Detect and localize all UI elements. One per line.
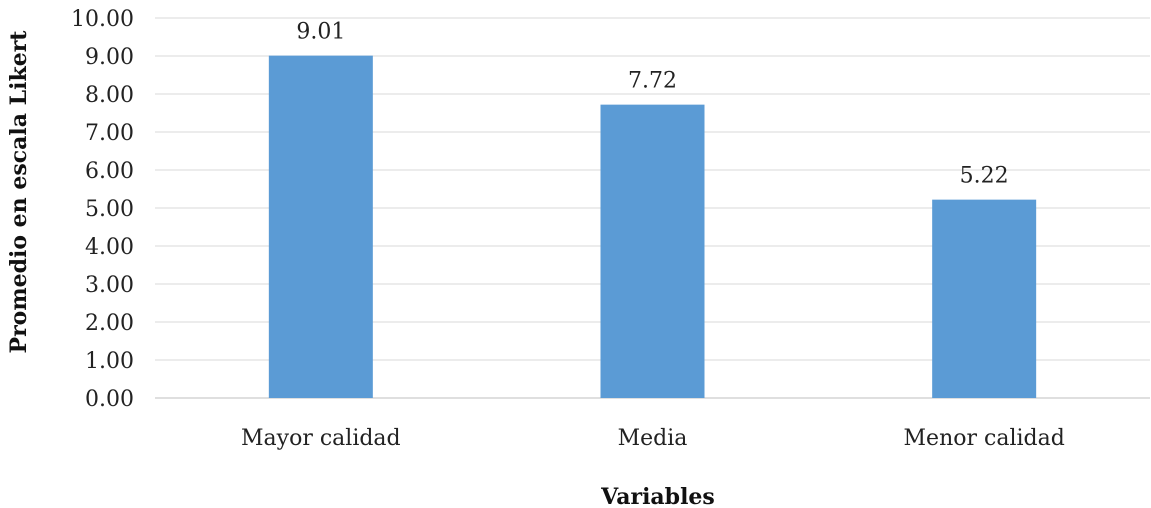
bar-menor-calidad bbox=[932, 199, 1037, 398]
x-tick-label: Menor calidad bbox=[904, 426, 1065, 451]
data-label: 9.01 bbox=[296, 20, 345, 45]
y-tick-label: 10.00 bbox=[71, 7, 134, 32]
bars bbox=[268, 55, 1037, 399]
data-labels: 9.01 7.72 5.22 bbox=[296, 20, 1008, 189]
data-label: 7.72 bbox=[628, 69, 677, 94]
y-tick-label: 0.00 bbox=[85, 387, 134, 412]
y-tick-label: 4.00 bbox=[85, 235, 134, 260]
data-label: 5.22 bbox=[960, 164, 1009, 189]
x-axis-title: Variables bbox=[600, 484, 715, 508]
y-axis-ticks: 0.00 1.00 2.00 3.00 4.00 5.00 6.00 7.00 8.00 9.00… bbox=[71, 7, 134, 412]
x-tick-label: Mayor calidad bbox=[241, 426, 401, 451]
y-tick-label: 9.00 bbox=[85, 45, 134, 70]
bar-media bbox=[600, 104, 705, 398]
y-tick-label: 3.00 bbox=[85, 273, 134, 298]
y-tick-label: 2.00 bbox=[85, 311, 134, 336]
y-axis-title: Promedio en escala Likert bbox=[6, 30, 32, 354]
y-tick-label: 7.00 bbox=[85, 121, 134, 146]
y-tick-label: 5.00 bbox=[85, 197, 134, 222]
y-tick-label: 1.00 bbox=[85, 349, 134, 374]
bar-mayor-calidad bbox=[268, 55, 373, 399]
x-axis-ticks: Mayor calidad Media Menor calidad bbox=[241, 426, 1065, 451]
y-tick-label: 6.00 bbox=[85, 159, 134, 184]
y-tick-label: 8.00 bbox=[85, 83, 134, 108]
x-tick-label: Media bbox=[618, 426, 688, 451]
